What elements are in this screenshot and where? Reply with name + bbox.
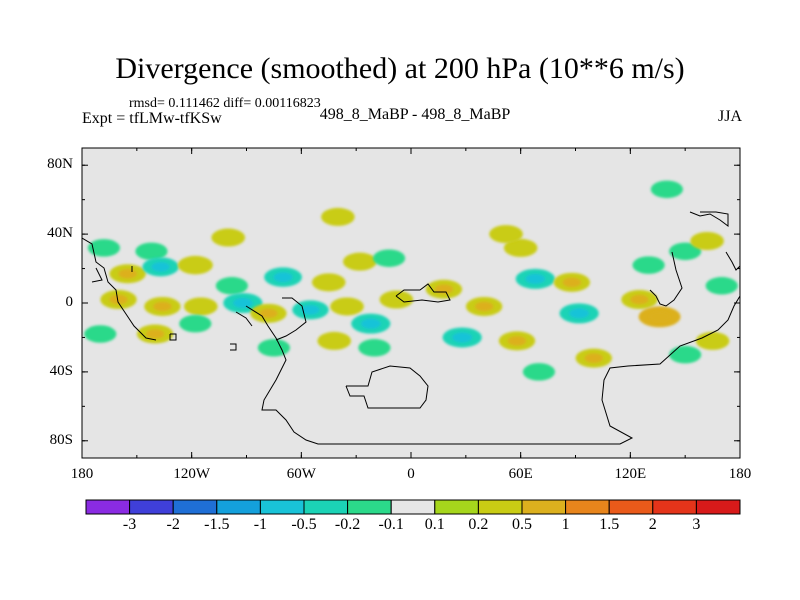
y-tick-label: 80N bbox=[47, 156, 73, 173]
divergence-blob-core bbox=[584, 353, 603, 363]
divergence-blob-core bbox=[507, 336, 527, 346]
chart-title: Divergence (smoothed) at 200 hPa (10**6 … bbox=[115, 52, 685, 85]
divergence-field bbox=[84, 180, 738, 381]
divergence-blob-core bbox=[301, 305, 320, 315]
divergence-blob bbox=[650, 180, 683, 199]
colorbar-label: -0.5 bbox=[291, 516, 317, 533]
y-tick-label: 40N bbox=[47, 225, 73, 242]
colorbar-box bbox=[172, 499, 218, 515]
x-tick-label: 180 bbox=[70, 466, 94, 482]
axis-ticks bbox=[81, 148, 741, 458]
colorbar-label: 1.5 bbox=[599, 516, 620, 533]
colorbar-box bbox=[434, 499, 479, 515]
x-tick-label: 60W bbox=[286, 466, 316, 482]
x-tick-label: 180 bbox=[728, 466, 752, 482]
colorbar-box bbox=[303, 499, 349, 515]
divergence-blob-core bbox=[259, 308, 278, 319]
colorbar-box bbox=[216, 499, 261, 515]
rmsd-diff-stats: rmsd= 0.111462 diff= 0.00116823 bbox=[129, 96, 321, 111]
colorbar-label: -0.2 bbox=[334, 516, 361, 533]
colorbar-label: 0.1 bbox=[424, 516, 445, 533]
divergence-blob bbox=[215, 277, 248, 295]
colorbar-box bbox=[259, 499, 305, 515]
divergence-blob-core bbox=[630, 294, 649, 305]
colorbar-box bbox=[695, 499, 741, 515]
coastlines bbox=[82, 211, 740, 445]
y-tick-label: 80S bbox=[49, 431, 73, 448]
divergence-blob-core bbox=[273, 272, 293, 283]
divergence-blob bbox=[257, 339, 291, 357]
colorbar-box bbox=[85, 499, 131, 515]
colorbar-label: 1 bbox=[561, 516, 570, 533]
divergence-blob-core bbox=[146, 329, 165, 339]
colorbar-label: 3 bbox=[692, 516, 701, 533]
divergence-blob-core bbox=[475, 301, 494, 312]
divergence-blob bbox=[211, 228, 246, 247]
divergence-blob-core bbox=[109, 294, 128, 305]
colorbar-box bbox=[652, 499, 697, 515]
divergence-blob bbox=[84, 325, 117, 343]
divergence-blob-core bbox=[569, 308, 589, 319]
divergence-blob bbox=[358, 339, 391, 357]
colorbar-label: -0.1 bbox=[378, 516, 404, 533]
divergence-blob bbox=[669, 242, 702, 261]
y-tick-label: 40S bbox=[49, 362, 73, 379]
divergence-blob bbox=[522, 363, 556, 381]
divergence-blob bbox=[379, 290, 414, 309]
divergence-blob bbox=[330, 297, 364, 316]
colorbar-label: -1.5 bbox=[204, 516, 230, 533]
colorbar-label: -3 bbox=[122, 516, 137, 533]
divergence-blob bbox=[372, 249, 406, 267]
divergence-blob-core bbox=[151, 262, 170, 272]
divergence-blob bbox=[184, 297, 218, 316]
divergence-blob bbox=[705, 277, 738, 295]
colorbar-box bbox=[129, 499, 174, 515]
y-tick-label: 0 bbox=[65, 294, 74, 310]
x-tick-label: 120W bbox=[173, 466, 210, 482]
divergence-blob-core bbox=[525, 273, 546, 284]
colorbar-label: 2 bbox=[648, 516, 657, 533]
colorbar-box bbox=[608, 499, 654, 515]
colorbar-label: -1 bbox=[253, 516, 268, 533]
x-tick-label: 60E bbox=[508, 466, 533, 482]
divergence-blob bbox=[87, 239, 121, 257]
divergence-blob bbox=[669, 345, 702, 364]
divergence-blob bbox=[317, 331, 352, 350]
colorbar-label: 0.2 bbox=[468, 516, 489, 533]
divergence-blob-core bbox=[562, 277, 581, 288]
colorbar-box bbox=[565, 499, 610, 515]
colorbar-box bbox=[390, 499, 436, 515]
season-label: JJA bbox=[717, 108, 742, 125]
divergence-blob-core bbox=[153, 301, 172, 312]
x-tick-label: 0 bbox=[407, 466, 415, 482]
colorbar-box bbox=[477, 499, 523, 515]
divergence-blob bbox=[690, 232, 724, 250]
divergence-blob-core bbox=[452, 332, 472, 343]
divergence-blob bbox=[632, 256, 665, 274]
divergence-blob bbox=[135, 242, 168, 261]
divergence-blob bbox=[177, 255, 213, 275]
colorbar-box bbox=[521, 499, 567, 515]
divergence-blob-core bbox=[649, 311, 671, 323]
divergence-blob bbox=[321, 207, 355, 226]
colorbar-label: -2 bbox=[166, 516, 180, 533]
divergence-blob bbox=[503, 238, 538, 257]
case-label: 498_8_MaBP - 498_8_MaBP bbox=[319, 106, 511, 123]
divergence-blob bbox=[311, 273, 346, 292]
divergence-blob bbox=[343, 252, 377, 271]
divergence-blob-core bbox=[233, 298, 253, 308]
colorbar-box bbox=[347, 499, 392, 515]
divergence-blob bbox=[489, 225, 523, 244]
x-tick-label: 120E bbox=[614, 466, 647, 482]
divergence-blob bbox=[179, 314, 212, 333]
experiment-label: Expt = tfLMw-tfKSw bbox=[82, 110, 222, 127]
divergence-blob-core bbox=[360, 318, 381, 329]
colorbar-label: 0.5 bbox=[512, 516, 532, 533]
